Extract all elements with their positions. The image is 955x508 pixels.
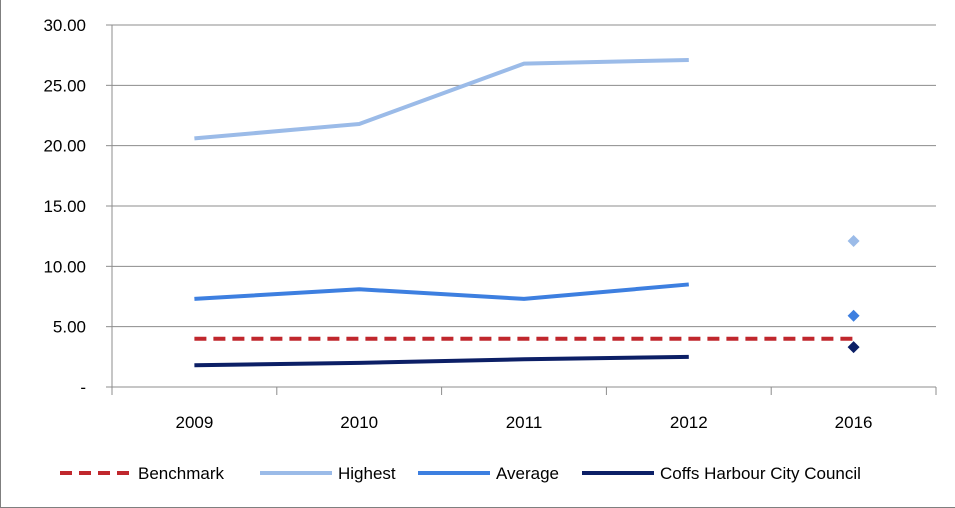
legend-item: Coffs Harbour City Council [582, 464, 861, 483]
series-line [194, 354, 689, 368]
y-tick-label: 5.00 [53, 318, 86, 337]
y-tick-label: 30.00 [43, 16, 86, 35]
x-tick-label: 2016 [835, 413, 873, 432]
gridlines [112, 24, 936, 328]
axes [106, 24, 937, 395]
series-coffs-harbour-city-council [194, 341, 860, 368]
legend-label: Average [496, 464, 559, 483]
y-tick-label: 20.00 [43, 137, 86, 156]
y-tick-label: 10.00 [43, 257, 86, 276]
series-point-marker [847, 341, 860, 354]
legend: Benchmark Highest Average Coffs Harbour Cit… [60, 464, 861, 483]
series-line [194, 57, 689, 141]
series-point-marker [847, 309, 860, 322]
y-tick-label: 15.00 [43, 197, 86, 216]
x-tick-label: 2012 [670, 413, 708, 432]
y-tick-label: - [80, 378, 86, 397]
series-highest [194, 57, 860, 247]
series-group [194, 57, 860, 368]
legend-label: Coffs Harbour City Council [660, 464, 861, 483]
x-axis-tick-labels: 2009 2010 2011 2012 2016 [175, 413, 872, 432]
legend-item: Benchmark [60, 464, 224, 483]
series-average [194, 282, 860, 322]
x-tick-label: 2010 [340, 413, 378, 432]
legend-label: Highest [338, 464, 396, 483]
y-axis-tick-labels: - 5.00 10.00 15.00 20.00 25.00 30.00 [43, 16, 86, 397]
legend-item: Highest [260, 464, 396, 483]
series-line [194, 282, 689, 301]
x-tick-label: 2009 [175, 413, 213, 432]
legend-label: Benchmark [138, 464, 224, 483]
legend-item: Average [418, 464, 559, 483]
series-point-marker [847, 234, 860, 247]
x-tick-label: 2011 [506, 413, 543, 432]
y-tick-label: 25.00 [43, 76, 86, 95]
